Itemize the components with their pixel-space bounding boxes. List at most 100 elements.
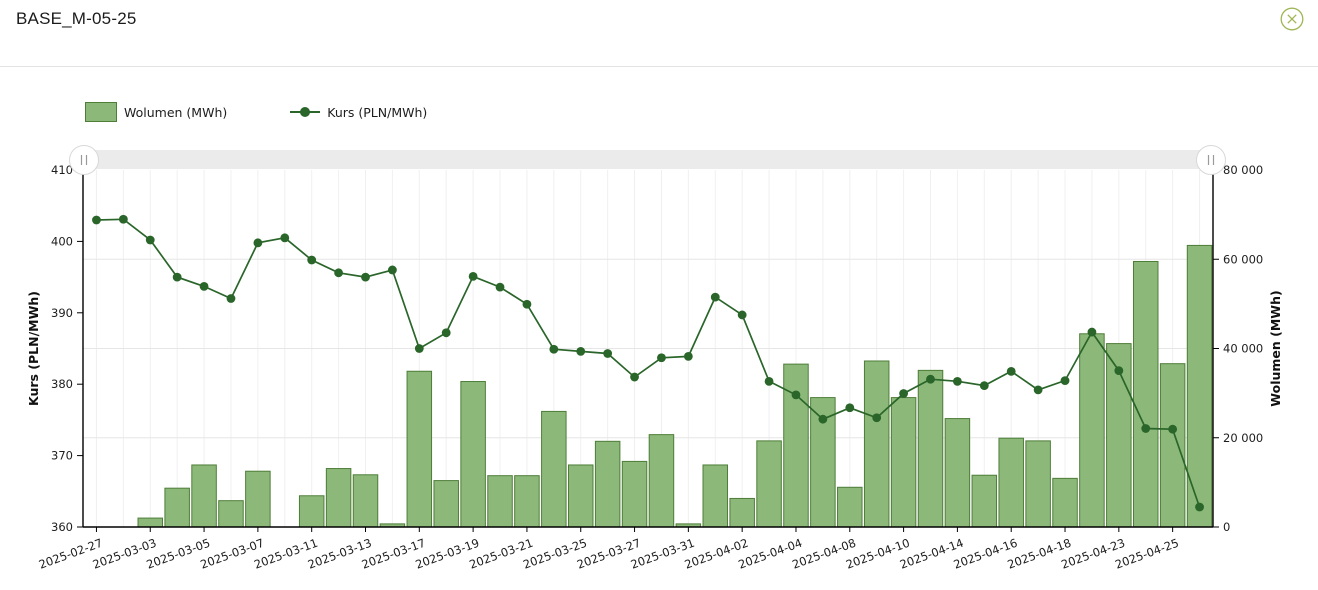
volume-bar[interactable] xyxy=(406,370,433,528)
volume-bar[interactable] xyxy=(191,464,217,528)
left-axis-tick-label: 370 xyxy=(51,449,73,463)
close-icon xyxy=(1280,7,1304,31)
price-point[interactable] xyxy=(199,281,209,291)
volume-bar[interactable] xyxy=(164,487,190,528)
price-point[interactable] xyxy=(92,215,101,225)
legend-price-label: Kurs (PLN/MWh) xyxy=(327,104,428,120)
price-point[interactable] xyxy=(899,389,908,398)
price-point[interactable] xyxy=(280,233,290,243)
volume-bar[interactable] xyxy=(298,495,325,528)
volume-bar[interactable] xyxy=(487,475,513,528)
price-point[interactable] xyxy=(549,344,559,354)
price-point[interactable] xyxy=(1006,366,1016,376)
volume-bar[interactable] xyxy=(702,464,729,528)
volume-bar[interactable] xyxy=(352,474,379,528)
volume-bar[interactable] xyxy=(837,486,863,528)
volume-bar[interactable] xyxy=(514,475,540,528)
volume-bar[interactable] xyxy=(971,474,998,528)
volume-bar[interactable] xyxy=(218,500,244,528)
price-point[interactable] xyxy=(926,374,935,384)
volume-bar[interactable] xyxy=(756,440,782,528)
right-axis-title: Wolumen (MWh) xyxy=(1268,290,1283,406)
price-point[interactable] xyxy=(953,376,962,386)
volume-bar[interactable] xyxy=(648,434,675,528)
range-slider-left-handle[interactable] xyxy=(69,145,99,175)
right-axis-tick-label: 20 000 xyxy=(1223,431,1263,445)
price-point[interactable] xyxy=(522,299,532,309)
volume-bar[interactable] xyxy=(541,410,567,528)
volume-bar[interactable] xyxy=(890,397,917,528)
price-point[interactable] xyxy=(1141,424,1151,433)
left-axis-tick-label: 360 xyxy=(51,520,73,534)
price-point[interactable] xyxy=(1060,376,1070,386)
left-axis-tick-label: 410 xyxy=(51,163,73,177)
page-title: BASE_M-05-25 xyxy=(16,9,137,28)
right-axis-tick-label: 40 000 xyxy=(1223,342,1263,356)
price-point[interactable] xyxy=(468,271,478,281)
volume-bar[interactable] xyxy=(1079,333,1105,528)
price-point[interactable] xyxy=(737,310,747,320)
volume-bar[interactable] xyxy=(944,418,971,528)
price-point[interactable] xyxy=(1168,424,1178,434)
volume-bar[interactable] xyxy=(1025,440,1051,528)
right-axis-tick-label: 80 000 xyxy=(1223,163,1263,177)
price-point[interactable] xyxy=(657,353,666,363)
price-point[interactable] xyxy=(872,413,882,423)
price-point[interactable] xyxy=(334,268,343,278)
volume-bar[interactable] xyxy=(863,360,890,528)
volume-bar[interactable] xyxy=(245,470,271,528)
left-axis-tick-label: 380 xyxy=(51,377,73,391)
left-axis-tick-label: 390 xyxy=(51,306,73,320)
volume-bar[interactable] xyxy=(917,369,944,528)
volume-bar[interactable] xyxy=(1106,343,1132,528)
range-slider-track[interactable] xyxy=(83,150,1213,169)
volume-bar[interactable] xyxy=(783,363,809,528)
price-line xyxy=(96,218,1201,508)
volume-bar[interactable] xyxy=(1132,260,1159,528)
price-point[interactable] xyxy=(630,372,639,382)
price-point[interactable] xyxy=(979,381,989,391)
chart-legend: Wolumen (MWh) Kurs (PLN/MWh) xyxy=(85,102,427,122)
price-point[interactable] xyxy=(818,414,828,424)
price-point[interactable] xyxy=(1195,502,1204,512)
price-point[interactable] xyxy=(253,238,263,248)
price-point[interactable] xyxy=(307,255,317,265)
legend-item-volume[interactable]: Wolumen (MWh) xyxy=(85,102,227,122)
price-point[interactable] xyxy=(791,390,801,400)
price-point[interactable] xyxy=(388,265,397,275)
volume-bar[interactable] xyxy=(594,440,621,528)
volume-bar[interactable] xyxy=(433,480,459,528)
volume-bar[interactable] xyxy=(460,381,486,528)
price-point[interactable] xyxy=(1033,385,1043,395)
price-point[interactable] xyxy=(710,292,720,302)
price-point[interactable] xyxy=(764,376,774,386)
volume-bar[interactable] xyxy=(998,437,1024,528)
price-point[interactable] xyxy=(441,328,451,338)
volume-bar[interactable] xyxy=(325,468,352,528)
price-point[interactable] xyxy=(845,403,855,413)
price-point[interactable] xyxy=(576,346,586,356)
price-point[interactable] xyxy=(683,351,693,361)
volume-bar[interactable] xyxy=(729,497,755,528)
range-slider-right-handle[interactable] xyxy=(1196,145,1226,175)
left-axis-tick-label: 400 xyxy=(51,234,73,248)
volume-swatch-icon xyxy=(85,102,117,122)
price-point[interactable] xyxy=(145,235,155,245)
volume-bar[interactable] xyxy=(621,460,648,528)
volume-bar[interactable] xyxy=(1186,244,1213,528)
volume-bar[interactable] xyxy=(567,464,594,528)
price-point[interactable] xyxy=(361,272,370,282)
price-point[interactable] xyxy=(414,344,424,353)
price-point[interactable] xyxy=(118,214,128,224)
volume-bar[interactable] xyxy=(1159,363,1186,528)
volume-bar[interactable] xyxy=(137,517,164,528)
close-button[interactable] xyxy=(1278,5,1306,33)
price-point[interactable] xyxy=(226,294,236,303)
price-point[interactable] xyxy=(1087,327,1097,337)
price-point[interactable] xyxy=(495,282,505,292)
legend-item-price[interactable]: Kurs (PLN/MWh) xyxy=(290,102,427,122)
price-point[interactable] xyxy=(172,272,182,282)
price-point[interactable] xyxy=(1114,366,1124,376)
price-point[interactable] xyxy=(603,349,613,358)
volume-bar[interactable] xyxy=(1052,477,1078,528)
